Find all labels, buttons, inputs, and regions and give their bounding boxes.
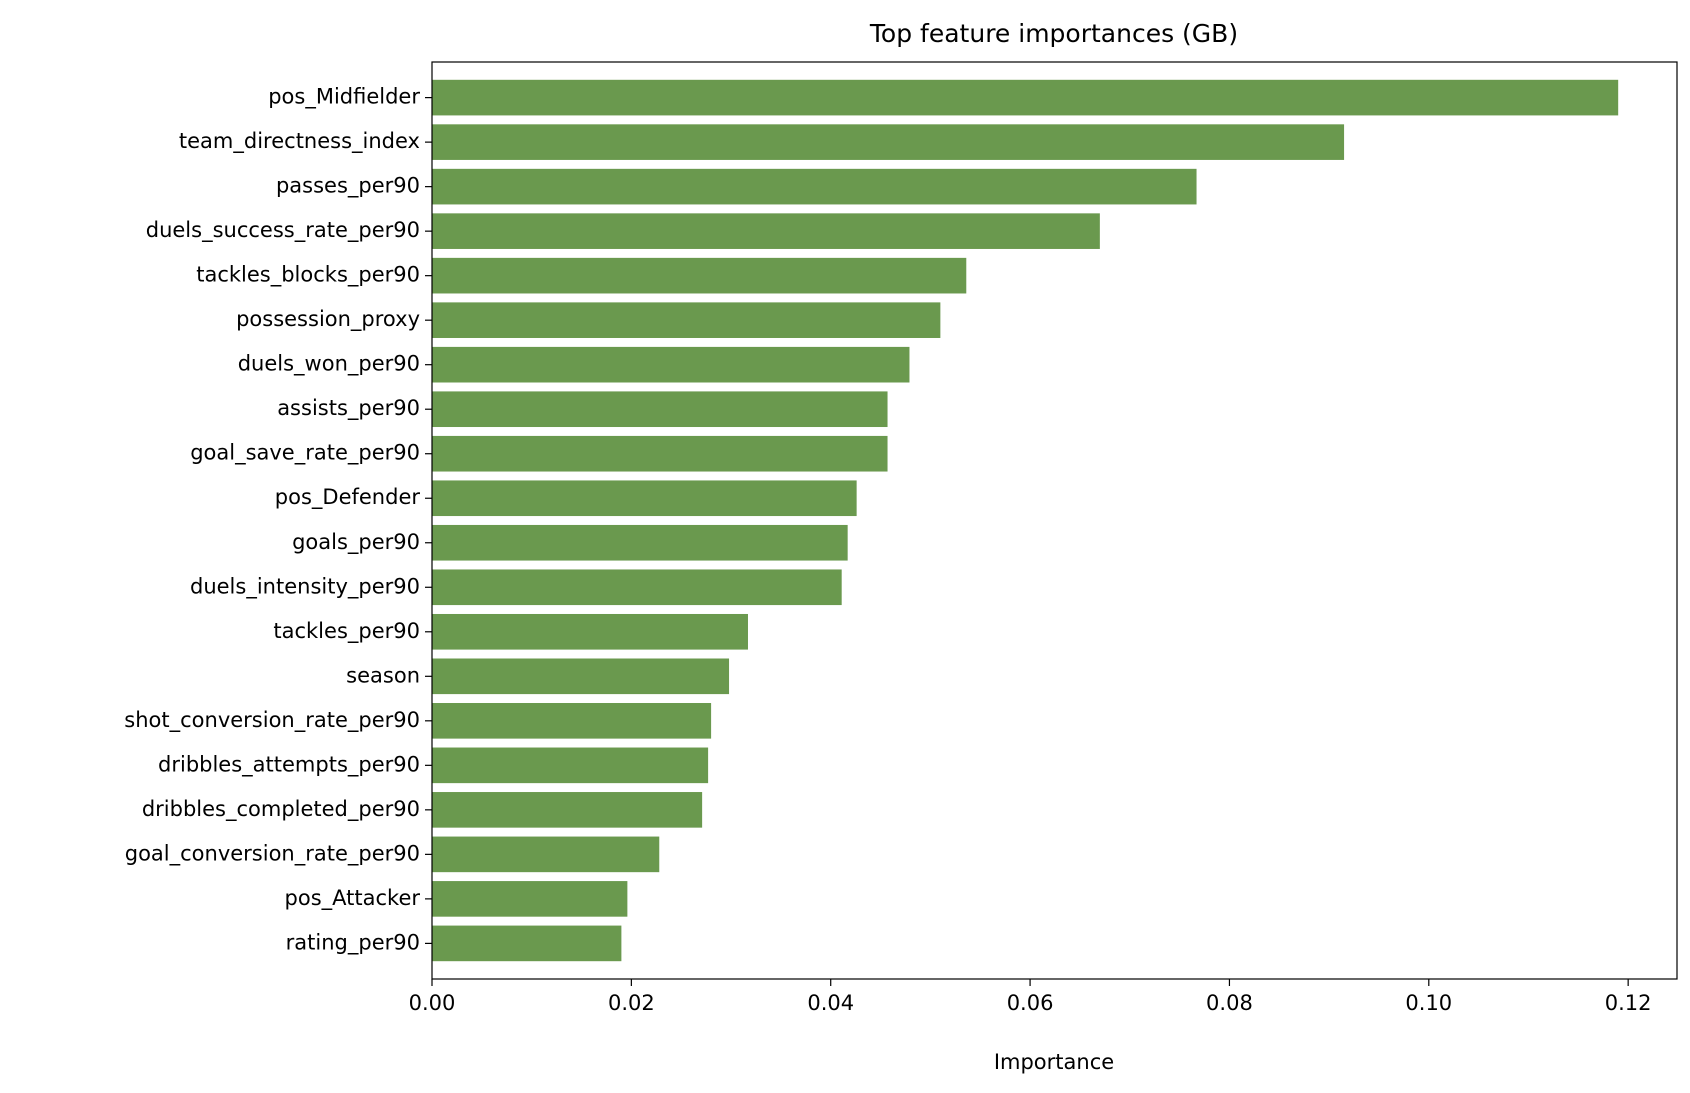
y-tick-label: dribbles_completed_per90 xyxy=(142,797,420,822)
y-tick-label: goal_save_rate_per90 xyxy=(190,441,420,466)
bar xyxy=(432,480,857,517)
y-tick-label: pos_Midfielder xyxy=(268,85,420,110)
y-tick-label: rating_per90 xyxy=(286,930,420,955)
y-tick-label: tackles_blocks_per90 xyxy=(196,263,420,288)
bar xyxy=(432,658,730,695)
bar xyxy=(432,925,622,962)
bar xyxy=(432,792,703,828)
bar xyxy=(432,79,1619,116)
bar xyxy=(432,881,628,917)
bar xyxy=(432,257,967,294)
chart-title: Top feature importances (GB) xyxy=(869,19,1238,48)
x-tick-label: 0.06 xyxy=(1007,991,1054,1015)
bar xyxy=(432,346,910,383)
bar xyxy=(432,124,1345,160)
x-tick-label: 0.08 xyxy=(1206,991,1253,1015)
bar xyxy=(432,391,888,428)
y-tick-label: team_directness_index xyxy=(179,129,420,154)
bar xyxy=(432,168,1197,205)
x-tick-label: 0.12 xyxy=(1605,991,1652,1015)
y-tick-label: pos_Attacker xyxy=(285,886,421,911)
bar xyxy=(432,613,748,650)
bar xyxy=(432,569,842,606)
x-tick-label: 0.00 xyxy=(409,991,456,1015)
y-tick-label: duels_success_rate_per90 xyxy=(146,218,420,243)
bar xyxy=(432,524,848,561)
x-tick-label: 0.04 xyxy=(807,991,854,1015)
x-tick-label: 0.10 xyxy=(1405,991,1452,1015)
bar xyxy=(432,703,712,739)
bar xyxy=(432,302,941,338)
bar xyxy=(432,836,660,873)
bar xyxy=(432,435,888,472)
y-tick-label: dribbles_attempts_per90 xyxy=(158,752,420,777)
y-tick-label: pos_Defender xyxy=(275,485,421,510)
bar xyxy=(432,747,709,784)
x-axis-label: Importance xyxy=(994,1050,1114,1074)
x-tick-label: 0.02 xyxy=(608,991,655,1015)
y-tick-label: shot_conversion_rate_per90 xyxy=(124,708,420,733)
bar xyxy=(432,213,1100,249)
y-tick-label: possession_proxy xyxy=(236,307,420,332)
y-tick-label: passes_per90 xyxy=(276,174,420,199)
plot-frame xyxy=(431,61,1678,980)
y-tick-label: tackles_per90 xyxy=(273,619,420,644)
y-tick-label: duels_won_per90 xyxy=(238,352,420,377)
y-tick-label: season xyxy=(346,663,420,687)
y-tick-label: duels_intensity_per90 xyxy=(190,574,420,599)
y-tick-label: assists_per90 xyxy=(277,396,420,421)
y-tick-label: goal_conversion_rate_per90 xyxy=(125,841,420,866)
y-tick-label: goals_per90 xyxy=(292,530,420,555)
